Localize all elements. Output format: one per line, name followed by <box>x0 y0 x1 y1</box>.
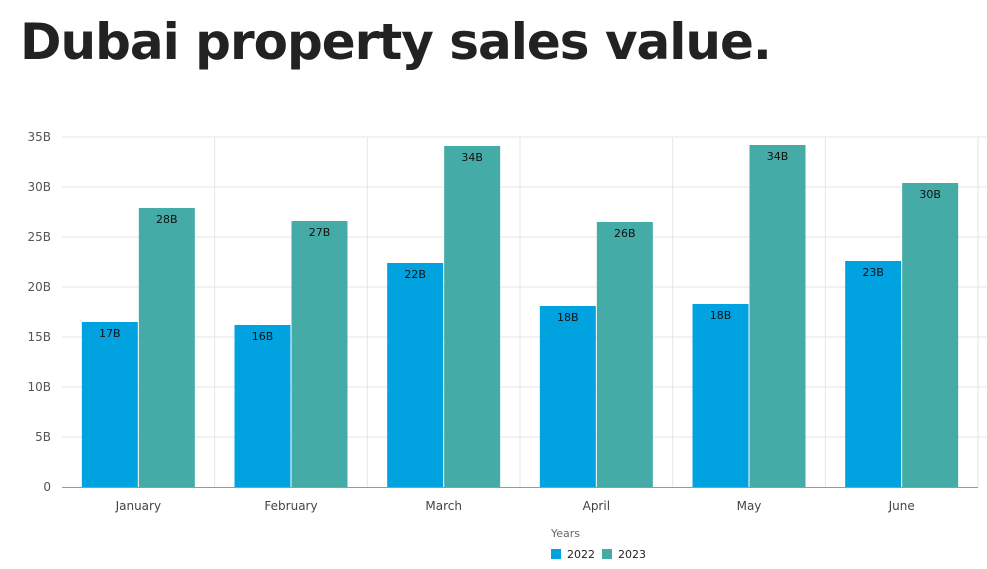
legend-label: 2023 <box>618 548 646 561</box>
x-tick-label: January <box>115 499 162 513</box>
x-tick-label: March <box>425 499 462 513</box>
y-tick-label: 10B <box>27 380 51 394</box>
bar-2023-march <box>444 146 501 487</box>
y-tick-label: 25B <box>27 230 51 244</box>
data-label: 26B <box>614 227 636 240</box>
x-tick-label: April <box>583 499 610 513</box>
legend: Years 2022 2023 <box>550 527 646 561</box>
data-label: 17B <box>99 327 121 340</box>
bars: 17B 28B 16B 27B 22B 34B 18B 26B 18B 34B 23B 30B <box>81 145 959 487</box>
data-label: 34B <box>461 151 483 164</box>
y-tick-label: 0 <box>43 480 51 494</box>
bar-2023-may <box>749 145 806 487</box>
x-tick-label: February <box>264 499 317 513</box>
bar-2022-february <box>234 325 291 487</box>
bar-2022-january <box>81 322 138 487</box>
legend-label: 2022 <box>567 548 595 561</box>
bar-2022-may <box>692 304 749 487</box>
x-tick-label: May <box>737 499 762 513</box>
bar-2022-march <box>387 263 444 487</box>
data-label: 22B <box>404 268 426 281</box>
y-tick-label: 30B <box>27 180 51 194</box>
x-tick-label: June <box>888 499 915 513</box>
legend-swatch <box>551 549 561 559</box>
y-tick-label: 5B <box>35 430 51 444</box>
data-label: 34B <box>767 150 789 163</box>
bar-2023-february <box>291 221 348 487</box>
y-tick-label: 15B <box>27 330 51 344</box>
data-label: 27B <box>309 226 331 239</box>
bar-2023-june <box>902 183 959 487</box>
gridlines <box>62 136 987 487</box>
chart-title: Dubai property sales value. <box>20 13 772 71</box>
legend-swatch <box>602 549 612 559</box>
y-axis: 0 5B 10B 15B 20B 25B 30B 35B <box>27 130 51 494</box>
bar-2023-april <box>596 222 653 487</box>
y-tick-label: 20B <box>27 280 51 294</box>
data-label: 18B <box>710 309 732 322</box>
data-label: 16B <box>252 330 274 343</box>
data-label: 28B <box>156 213 178 226</box>
x-axis: January February March April May June <box>62 487 978 513</box>
data-label: 18B <box>557 311 579 324</box>
data-label: 23B <box>862 266 884 279</box>
bar-2023-january <box>138 208 195 487</box>
bar-2022-june <box>845 261 902 487</box>
data-label: 30B <box>919 188 941 201</box>
y-tick-label: 35B <box>27 130 51 144</box>
bar-2022-april <box>539 306 596 487</box>
legend-title: Years <box>550 527 580 540</box>
